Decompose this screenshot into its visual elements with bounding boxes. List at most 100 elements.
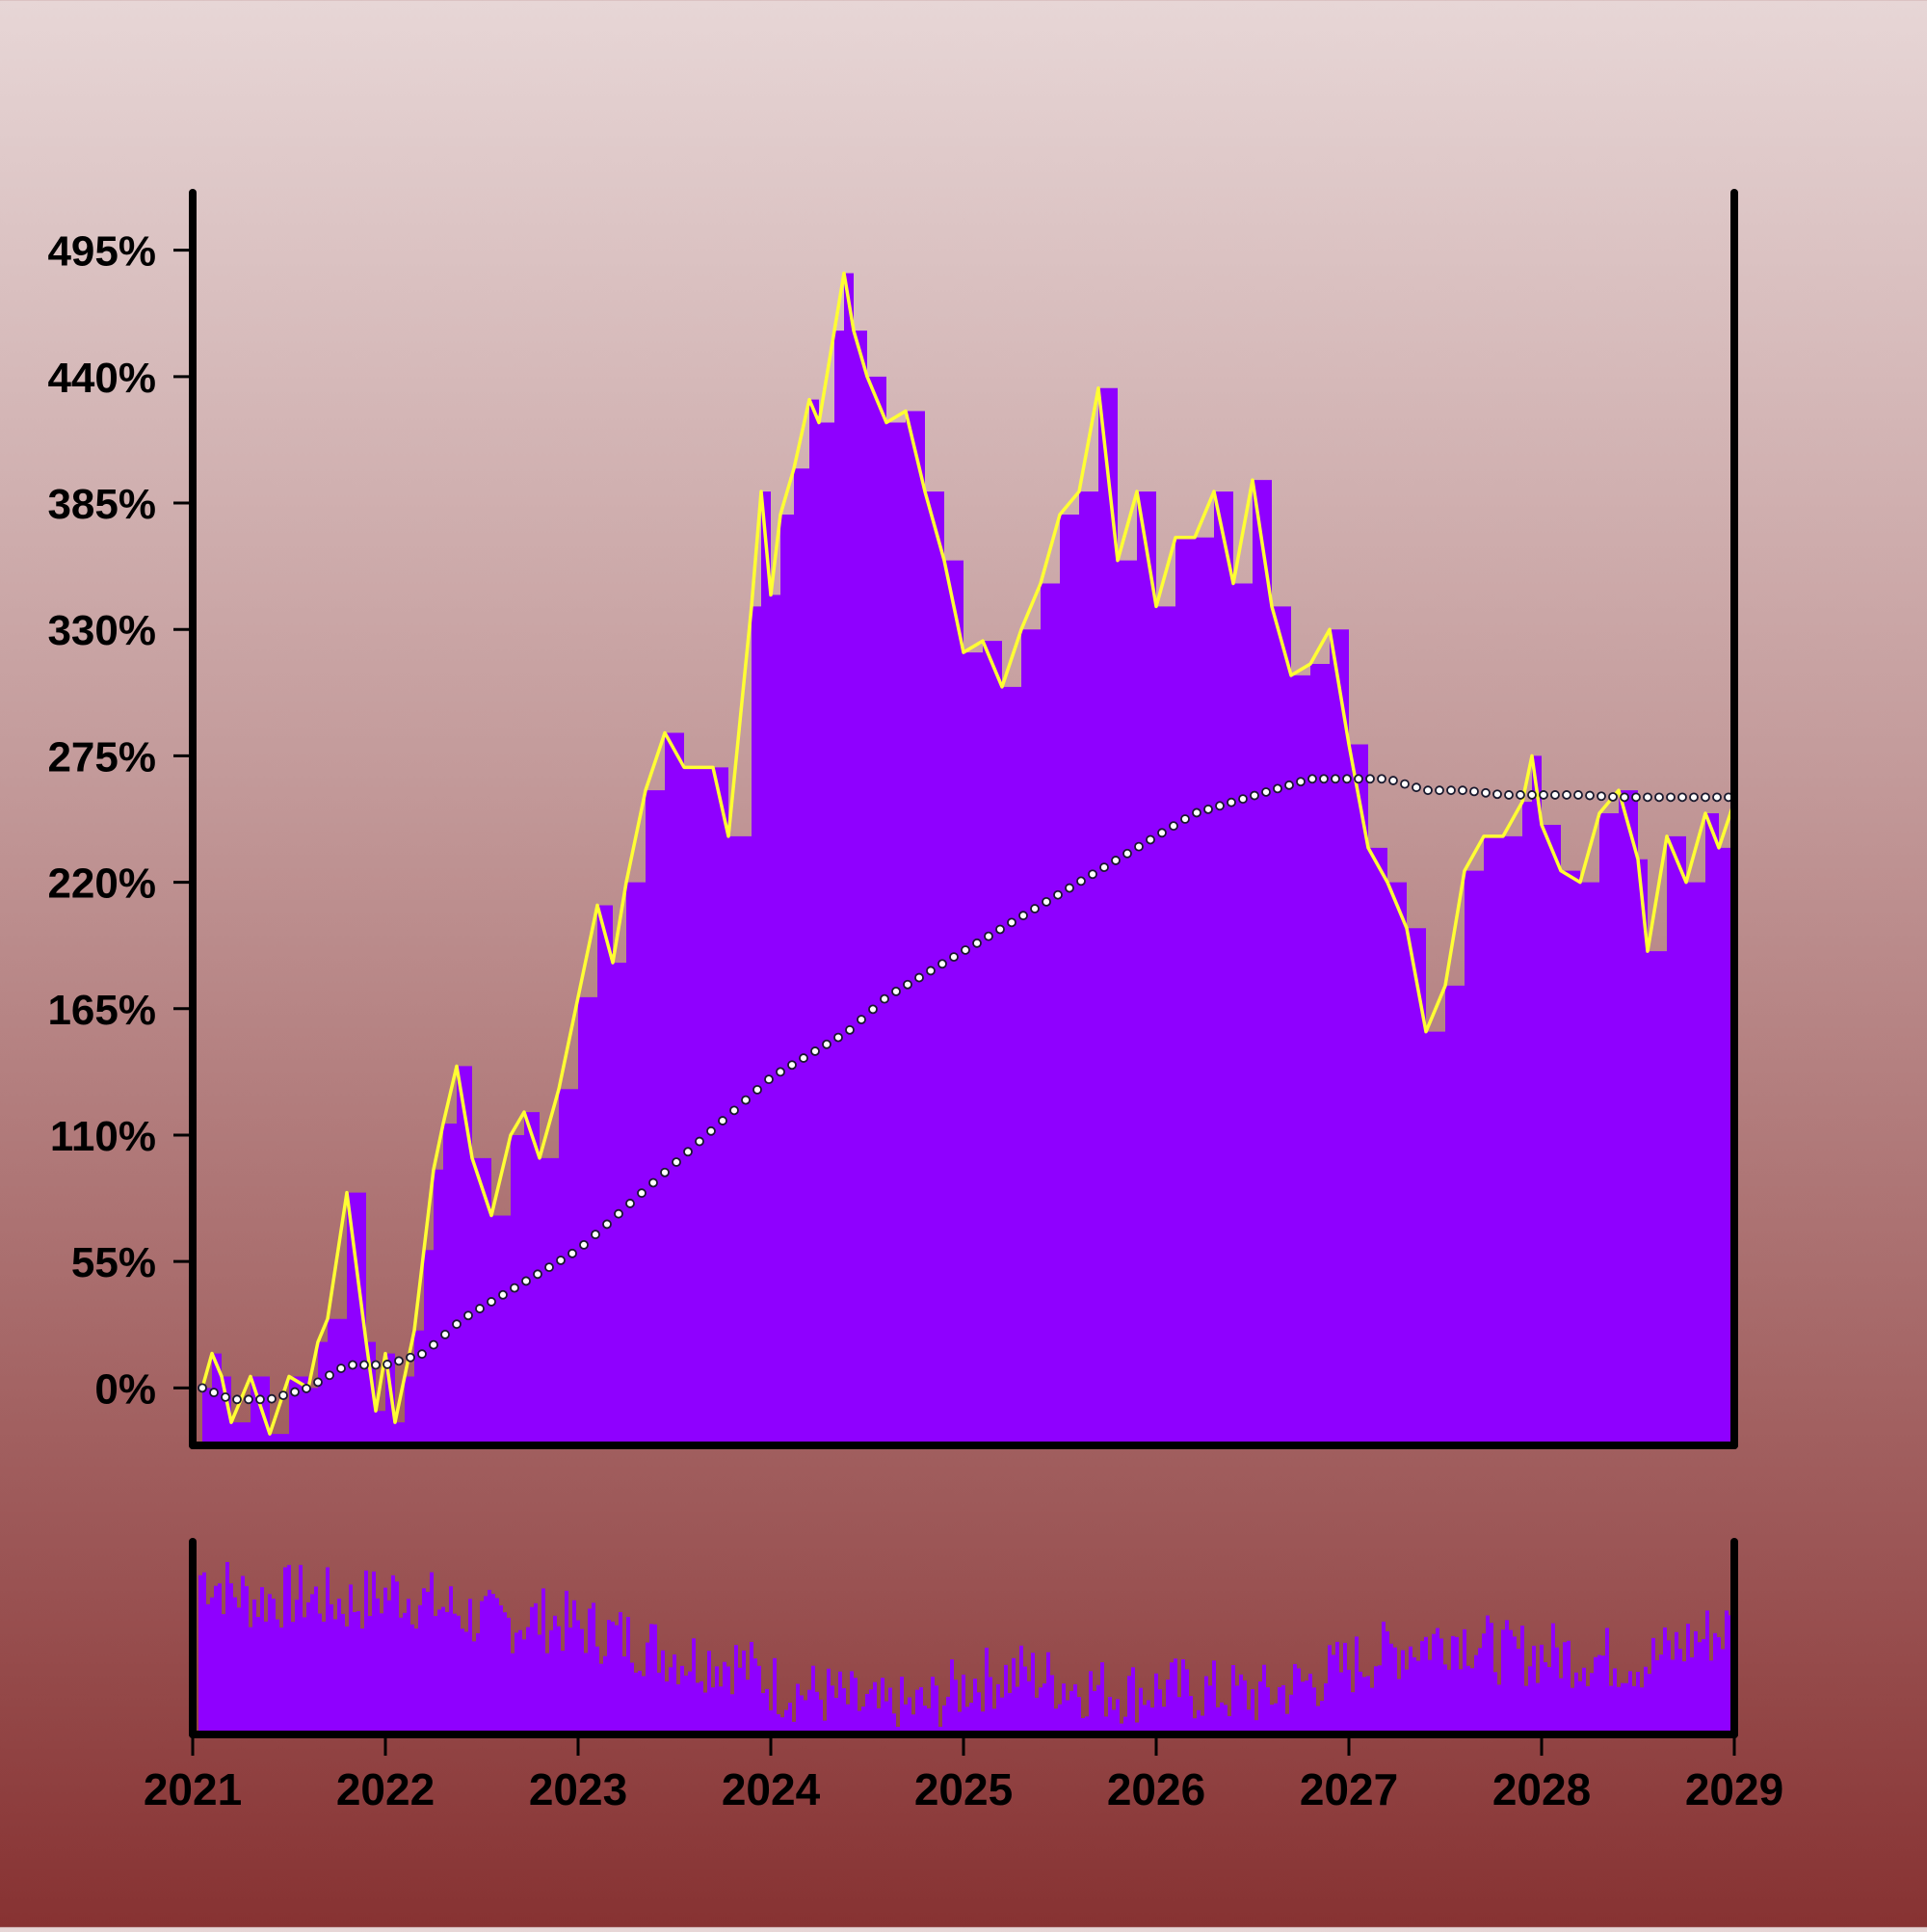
volume-bar bbox=[696, 1682, 700, 1734]
volume-bar bbox=[892, 1713, 896, 1734]
volume-bar bbox=[1320, 1701, 1324, 1734]
trend-dot bbox=[533, 1269, 542, 1280]
volume-bar bbox=[765, 1688, 769, 1734]
y-tick-label: 275% bbox=[47, 733, 156, 781]
volume-bar bbox=[553, 1615, 557, 1734]
volume-bar bbox=[511, 1653, 515, 1734]
trend-dot bbox=[463, 1310, 473, 1321]
volume-bar bbox=[383, 1587, 387, 1734]
volume-bar bbox=[576, 1620, 580, 1734]
volume-bar bbox=[1289, 1694, 1293, 1734]
volume-bar bbox=[1285, 1713, 1289, 1734]
trend-dot bbox=[776, 1067, 785, 1077]
volume-bar bbox=[1201, 1715, 1204, 1734]
volume-bar bbox=[395, 1581, 399, 1734]
volume-bar bbox=[1208, 1685, 1212, 1734]
trend-dot bbox=[1134, 841, 1144, 852]
volume-bar bbox=[484, 1596, 488, 1734]
x-tick-label: 2025 bbox=[914, 1764, 1013, 1814]
volume-bar bbox=[1540, 1644, 1544, 1734]
trend-dot bbox=[1388, 776, 1398, 785]
volume-bar bbox=[719, 1686, 723, 1734]
volume-bar bbox=[410, 1624, 414, 1734]
trend-dot bbox=[1238, 794, 1248, 805]
trend-dot bbox=[475, 1304, 485, 1313]
volume-bar bbox=[1297, 1668, 1301, 1734]
volume-bar bbox=[1466, 1665, 1470, 1734]
trend-dot bbox=[313, 1377, 323, 1388]
volume-bar bbox=[491, 1594, 495, 1734]
volume-bar bbox=[1424, 1636, 1428, 1734]
trend-dot bbox=[498, 1289, 508, 1300]
trend-dot bbox=[209, 1388, 219, 1398]
volume-bar bbox=[954, 1680, 958, 1734]
volume-bar bbox=[834, 1698, 838, 1734]
volume-bar bbox=[214, 1585, 218, 1734]
volume-bar bbox=[1112, 1709, 1116, 1734]
volume-bar bbox=[985, 1647, 989, 1734]
volume-bar bbox=[626, 1617, 630, 1734]
volume-bar bbox=[1131, 1667, 1135, 1734]
volume-bar bbox=[233, 1597, 237, 1734]
volume-bar bbox=[815, 1691, 819, 1734]
volume-bar bbox=[437, 1609, 441, 1734]
volume-bar bbox=[1632, 1685, 1636, 1734]
volume-bar bbox=[1243, 1680, 1247, 1734]
volume-bar bbox=[545, 1653, 549, 1734]
volume-bar bbox=[788, 1702, 792, 1734]
volume-bar bbox=[842, 1688, 846, 1734]
volume-bar bbox=[935, 1685, 938, 1734]
volume-bar bbox=[353, 1611, 356, 1734]
volume-bar bbox=[734, 1645, 738, 1734]
volume-bar bbox=[1574, 1672, 1578, 1734]
volume-bar bbox=[973, 1679, 977, 1734]
volume-bar bbox=[1127, 1676, 1131, 1734]
volume-bar bbox=[1690, 1656, 1694, 1734]
volume-bar bbox=[1328, 1645, 1332, 1734]
volume-bar bbox=[380, 1613, 383, 1734]
volume-bar bbox=[414, 1628, 418, 1734]
volume-bar bbox=[923, 1706, 927, 1734]
trend-dot bbox=[787, 1060, 797, 1071]
y-tick-label: 330% bbox=[47, 607, 156, 654]
volume-bar bbox=[399, 1617, 403, 1734]
volume-bar bbox=[919, 1686, 923, 1734]
volume-bar bbox=[769, 1709, 773, 1734]
trend-dot bbox=[579, 1239, 589, 1250]
trend-dot bbox=[764, 1074, 774, 1085]
volume-bar bbox=[264, 1621, 268, 1734]
volume-bar bbox=[1089, 1671, 1093, 1734]
volume-bar bbox=[210, 1597, 214, 1734]
x-tick-label: 2021 bbox=[144, 1764, 242, 1814]
volume-bar bbox=[962, 1674, 965, 1734]
volume-bar bbox=[1416, 1660, 1420, 1734]
volume-bar bbox=[738, 1667, 742, 1734]
trend-dot bbox=[1608, 792, 1618, 802]
volume-bar bbox=[391, 1575, 395, 1734]
volume-bar bbox=[1012, 1657, 1016, 1734]
volume-bar bbox=[1721, 1649, 1725, 1734]
volume-bar bbox=[927, 1707, 931, 1734]
volume-bar bbox=[472, 1641, 476, 1734]
volume-bar bbox=[356, 1611, 360, 1734]
volume-bar bbox=[1686, 1624, 1690, 1734]
volume-bar bbox=[476, 1632, 480, 1734]
trend-dot bbox=[972, 938, 982, 948]
volume-bar bbox=[676, 1683, 680, 1734]
volume-bar bbox=[1316, 1706, 1320, 1734]
volume-bar bbox=[1490, 1623, 1493, 1734]
trend-dot bbox=[359, 1360, 369, 1370]
trend-dot bbox=[1597, 791, 1606, 802]
volume-bar bbox=[873, 1681, 877, 1734]
volume-bar bbox=[1694, 1630, 1698, 1734]
volume-bar bbox=[488, 1589, 491, 1734]
volume-bar bbox=[1474, 1654, 1478, 1734]
volume-bar bbox=[958, 1711, 962, 1734]
trend-dot bbox=[949, 952, 959, 963]
volume-bar bbox=[869, 1689, 873, 1734]
trend-dot bbox=[325, 1370, 334, 1381]
volume-bar bbox=[1174, 1658, 1177, 1734]
volume-bar bbox=[761, 1693, 765, 1734]
volume-bar bbox=[1451, 1635, 1455, 1734]
volume-bar bbox=[565, 1590, 568, 1734]
